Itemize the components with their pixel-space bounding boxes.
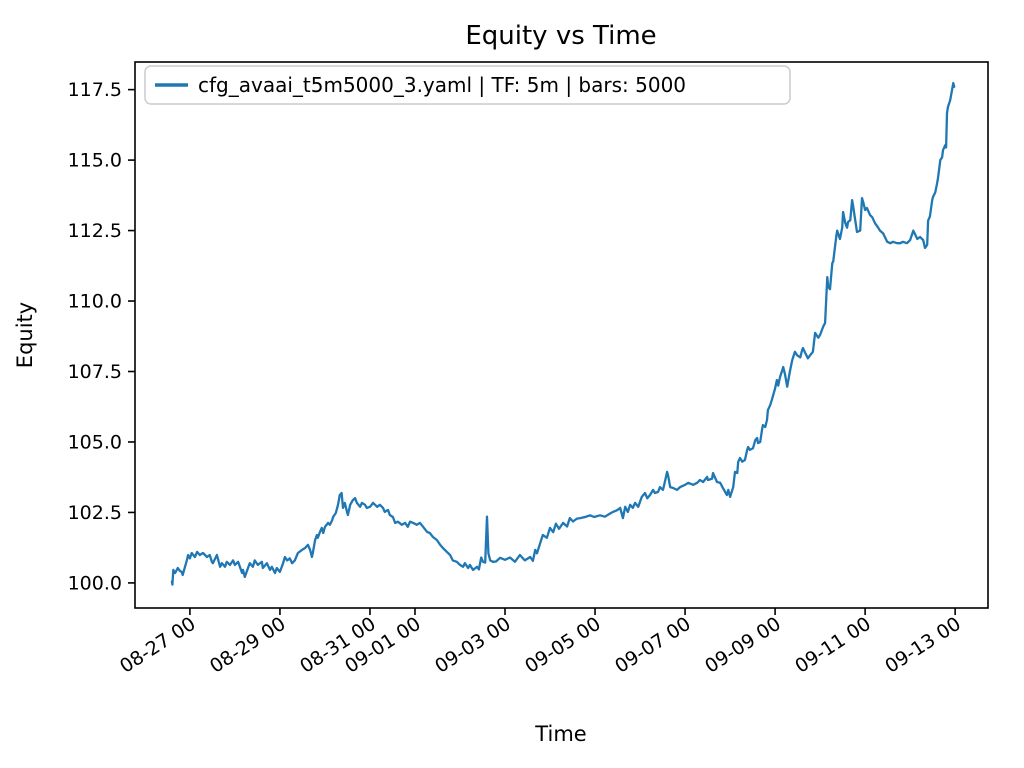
y-tick-label: 100.0 bbox=[68, 572, 122, 594]
x-tick-label: 09-07 00 bbox=[611, 613, 695, 678]
y-tick-label: 115.0 bbox=[68, 150, 122, 172]
y-tick-label: 105.0 bbox=[68, 431, 122, 453]
x-tick-label: 08-27 00 bbox=[116, 613, 200, 678]
x-tick-label: 08-29 00 bbox=[206, 613, 290, 678]
y-tick-label: 110.0 bbox=[68, 291, 122, 313]
y-tick-label: 102.5 bbox=[68, 502, 122, 524]
legend: cfg_avaai_t5m5000_3.yaml | TF: 5m | bars… bbox=[144, 65, 791, 105]
y-tick-label: 117.5 bbox=[68, 79, 122, 101]
x-tick-label: 09-11 00 bbox=[791, 613, 875, 678]
x-tick-label: 09-13 00 bbox=[881, 613, 965, 678]
legend-frame bbox=[144, 65, 791, 105]
y-tick-label: 107.5 bbox=[68, 361, 122, 383]
plot-area bbox=[134, 61, 989, 609]
y-axis-label: Equity bbox=[13, 302, 37, 368]
equity-line-series bbox=[170, 81, 956, 586]
y-tick-label: 112.5 bbox=[68, 220, 122, 242]
legend-label: cfg_avaai_t5m5000_3.yaml | TF: 5m | bars… bbox=[198, 73, 686, 97]
x-tick-label: 09-09 00 bbox=[701, 613, 785, 678]
y-axis-ticks: 100.0 102.5 105.0 107.5 110.0 112.5 115.0 117.5 bbox=[68, 79, 135, 594]
x-axis-label: Time bbox=[534, 722, 586, 746]
x-tick-label: 09-05 00 bbox=[521, 613, 605, 678]
x-tick-label: 09-03 00 bbox=[431, 613, 515, 678]
chart-title: Equity vs Time bbox=[465, 21, 656, 51]
